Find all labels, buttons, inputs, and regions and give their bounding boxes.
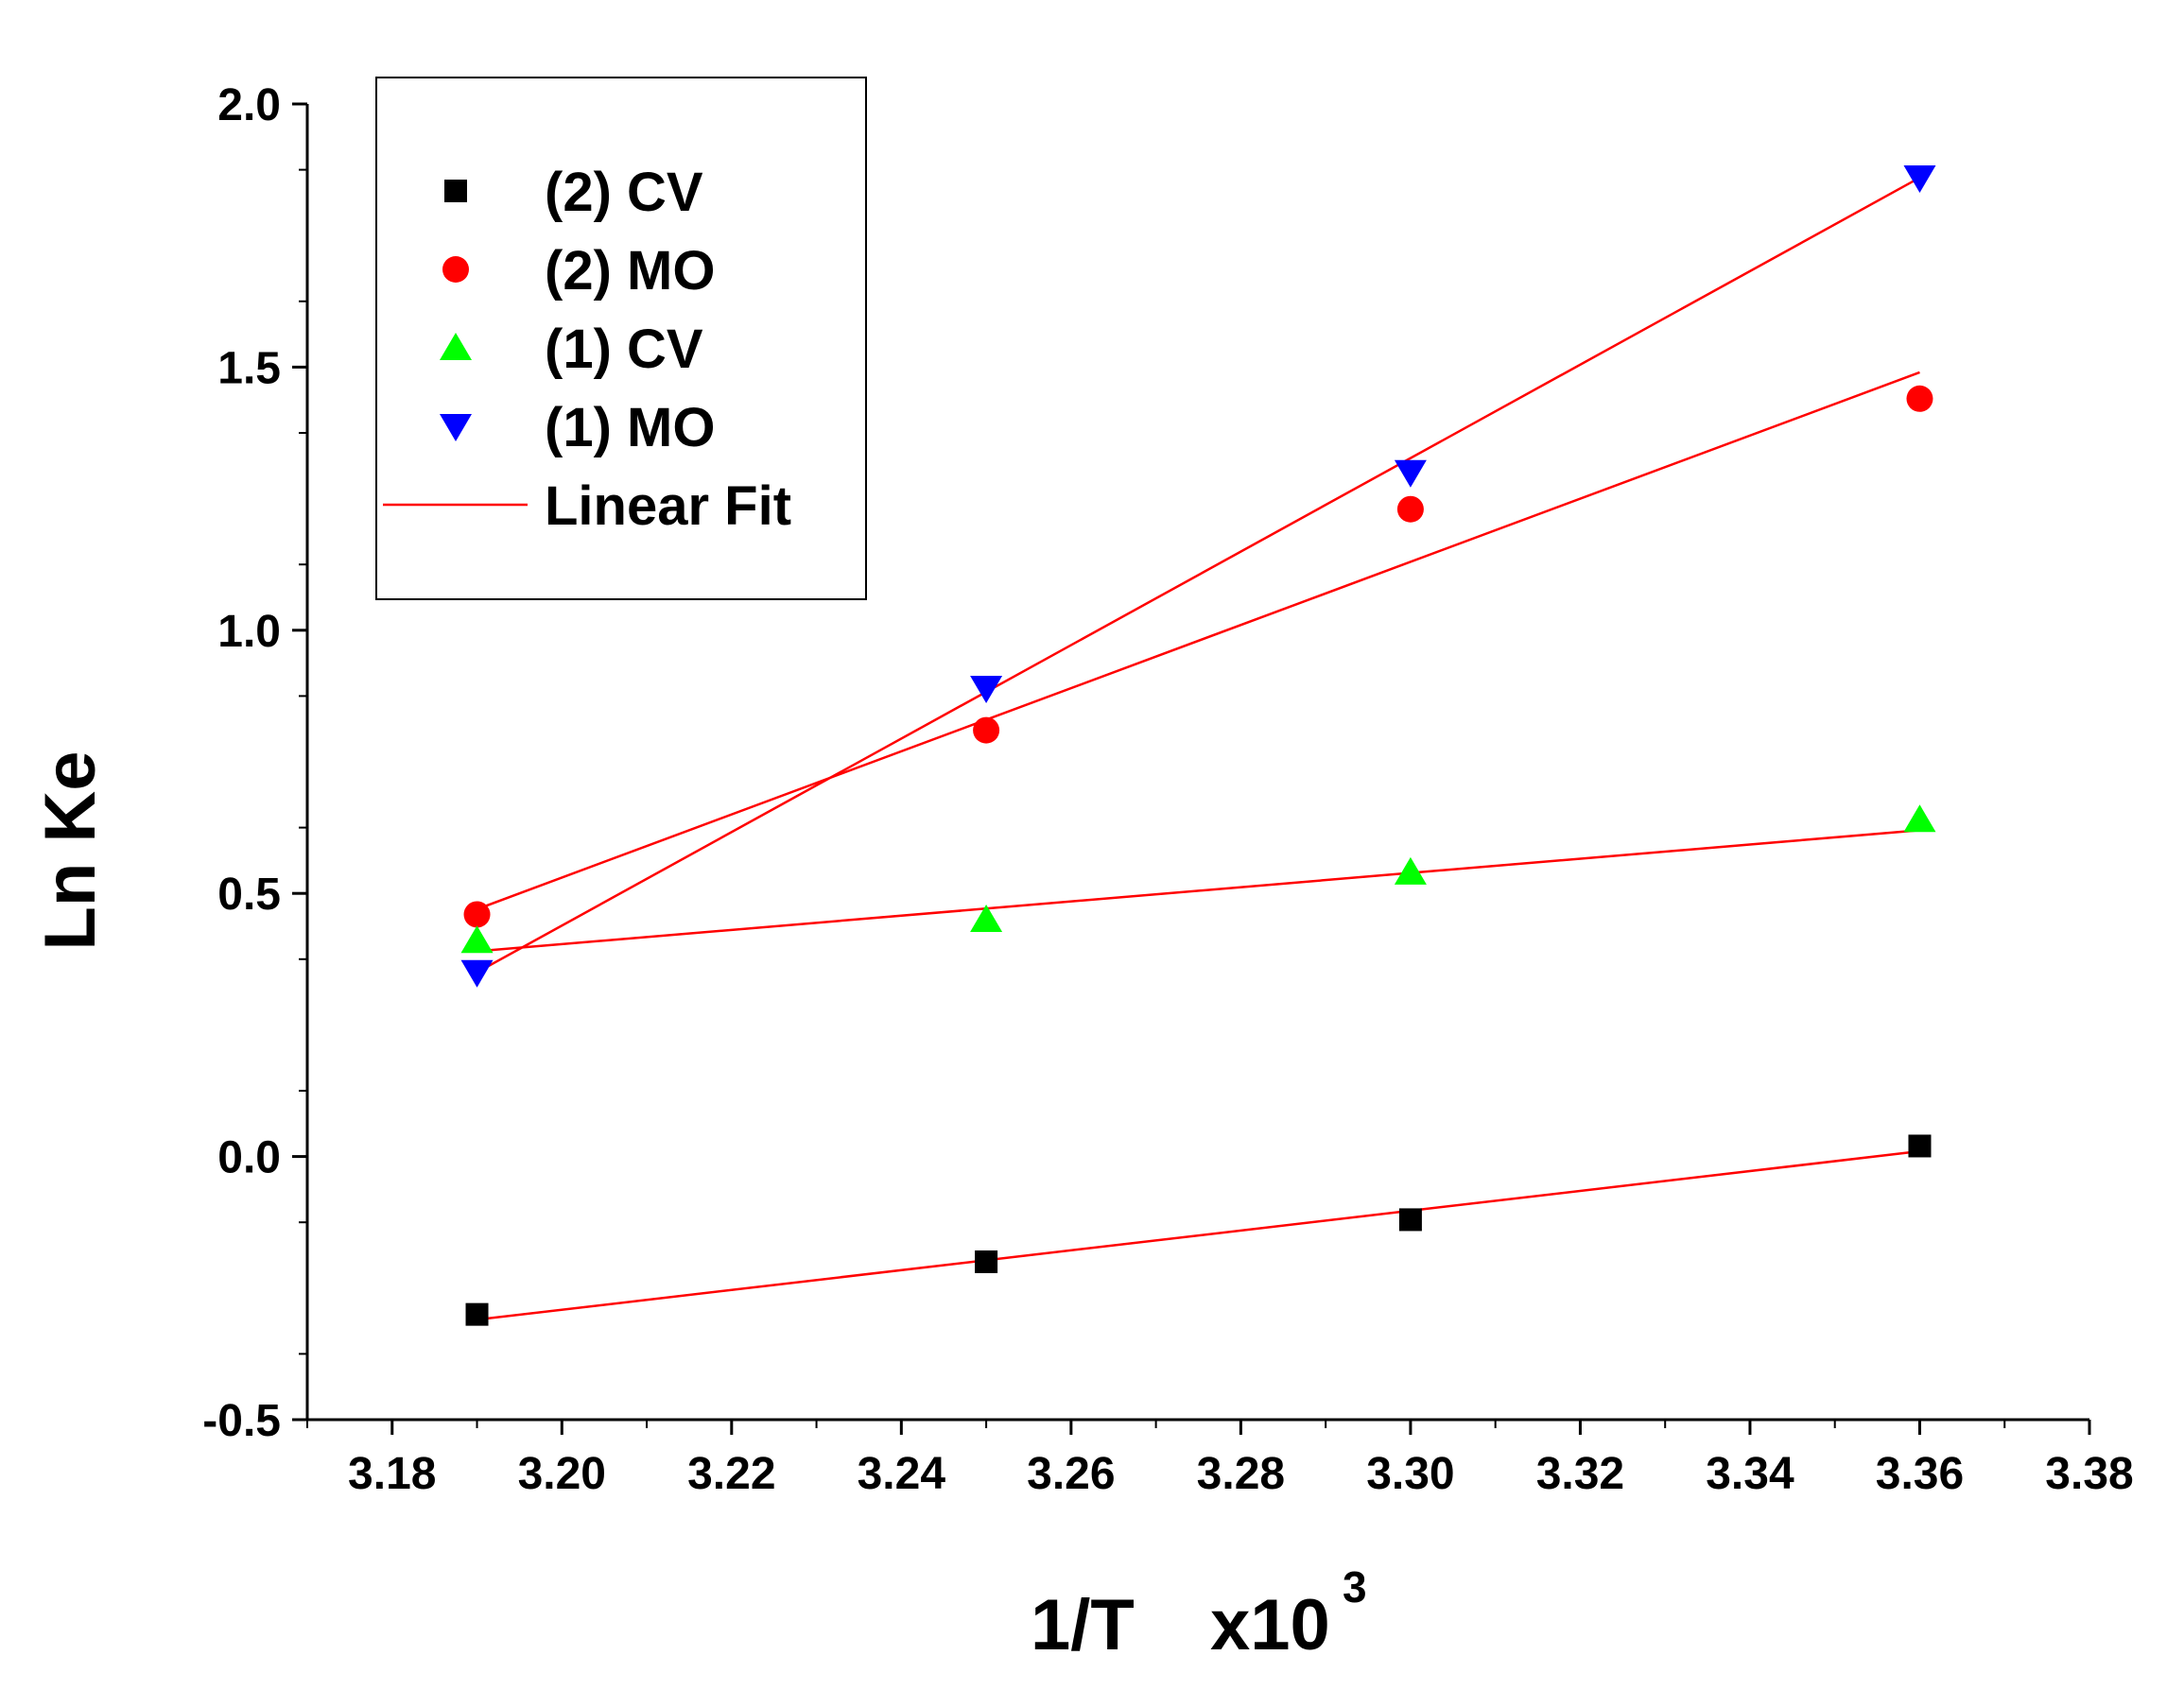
fit-line-1-mo	[476, 176, 1921, 974]
x-tick-label: 3.34	[1706, 1449, 1794, 1499]
legend: (2) CV (2) MO (1) CV (1) MO Linear Fit	[375, 77, 867, 600]
x-tick-label: 3.24	[858, 1449, 946, 1499]
point-2-mo	[973, 716, 1000, 744]
point-1-cv	[1903, 804, 1936, 833]
legend-label-2-cv: (2) CV	[545, 162, 703, 223]
legend-label-1-cv: (1) CV	[545, 319, 703, 380]
x-tick-label: 3.18	[348, 1449, 436, 1499]
y-tick-label: 0.5	[217, 870, 281, 920]
point-1-mo	[1394, 459, 1427, 488]
axes: -0.5 0.0 0.5 1.0 1.5 2.0 3.18 3.20 3.22 3.24 3.26 3…	[202, 80, 2133, 1499]
legend-label-1-mo: (1) MO	[545, 397, 715, 458]
legend-marker-1-mo	[440, 414, 472, 441]
x-tick-label: 3.32	[1536, 1449, 1624, 1499]
point-1-cv	[460, 925, 494, 954]
legend-marker-2-cv	[444, 180, 467, 202]
point-2-cv	[1908, 1134, 1932, 1158]
point-1-mo	[1903, 164, 1936, 193]
point-1-cv	[1394, 856, 1427, 885]
y-tick-label: -0.5	[202, 1396, 281, 1446]
point-1-mo	[970, 676, 1003, 704]
x-tick-label: 3.28	[1197, 1449, 1285, 1499]
point-2-cv	[975, 1250, 998, 1273]
fit-line-1-cv	[477, 829, 1920, 953]
x-tick-label: 3.26	[1027, 1449, 1115, 1499]
x-axis-title-exponent: 3	[1343, 1562, 1367, 1612]
y-tick-label: 1.5	[217, 343, 281, 393]
axis-titles: Ln Ke 1/T x10 3	[30, 750, 1367, 1665]
x-axis-title: 1/T	[1031, 1585, 1135, 1665]
legend-label-linear-fit: Linear Fit	[545, 475, 791, 537]
fit-line-2-cv	[477, 1149, 1920, 1321]
point-2-cv	[465, 1302, 489, 1326]
y-tick-label: 1.0	[217, 607, 281, 657]
x-tick-label: 3.38	[2045, 1449, 2133, 1499]
fit-line-2-mo	[477, 371, 1920, 911]
point-2-mo	[1906, 385, 1933, 412]
x-axis-title-multiplier: x10	[1210, 1585, 1330, 1665]
x-tick-label: 3.20	[518, 1449, 606, 1499]
data-points	[460, 164, 1936, 1326]
legend-label-2-mo: (2) MO	[545, 240, 715, 302]
point-2-cv	[1398, 1208, 1422, 1232]
y-tick-label: 0.0	[217, 1133, 281, 1183]
point-1-cv	[970, 905, 1003, 933]
x-tick-label: 3.22	[687, 1449, 775, 1499]
point-2-mo	[1396, 495, 1424, 523]
point-2-mo	[463, 901, 491, 928]
x-tick-label: 3.30	[1366, 1449, 1454, 1499]
y-tick-label: 2.0	[217, 80, 281, 130]
y-axis-title: Ln Ke	[30, 750, 111, 950]
fit-lines	[476, 176, 1921, 1321]
legend-marker-2-mo	[442, 256, 469, 283]
x-tick-label: 3.36	[1876, 1449, 1964, 1499]
legend-marker-1-cv	[440, 333, 472, 360]
point-1-mo	[460, 959, 494, 988]
